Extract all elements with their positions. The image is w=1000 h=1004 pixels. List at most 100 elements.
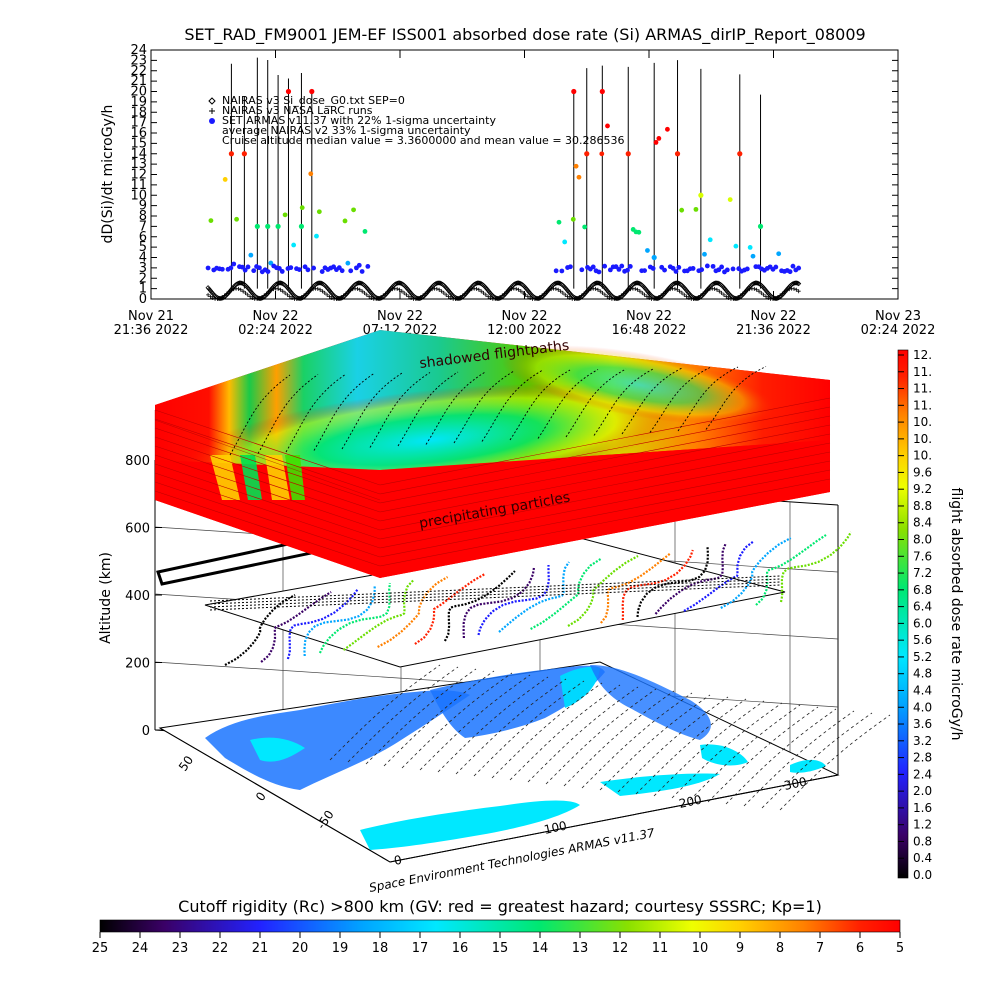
model-plus [301, 293, 306, 298]
armas-point [348, 268, 354, 274]
armas-spike-point [298, 223, 305, 229]
armas-point [302, 264, 308, 270]
model-plus [644, 294, 649, 299]
armas-point [282, 212, 288, 218]
armas-point [339, 268, 345, 274]
cutoff-colorbar-tick-label: 17 [412, 941, 429, 956]
colorbar-tick-label: 2.8 [913, 751, 932, 765]
model-plus [647, 296, 652, 301]
armas-point [288, 265, 294, 271]
model-plus [385, 289, 390, 294]
model-plus [434, 286, 439, 291]
y-tick-label: 23 [130, 53, 147, 68]
model-plus [668, 287, 673, 292]
armas-point [351, 207, 356, 213]
model-plus [474, 286, 479, 291]
armas-point [645, 248, 650, 253]
slab-edge-line [379, 397, 831, 486]
slab-edge-lines [154, 397, 831, 567]
model-plus [416, 296, 421, 301]
model-plus [208, 294, 213, 299]
y-tick-label: 2 [139, 271, 147, 286]
model-plus [486, 294, 491, 299]
flightpath-track [755, 534, 827, 606]
model-plus [320, 289, 325, 294]
model-plus [325, 292, 330, 297]
model-plus [441, 290, 446, 295]
armas-point [790, 263, 796, 269]
ground-track [455, 678, 567, 775]
ground-track [347, 666, 459, 763]
colorbar-tick-label: 4.8 [913, 667, 932, 681]
flightpath-track [720, 537, 792, 609]
model-plus [738, 293, 743, 298]
colorbar-tick-label: 8.8 [913, 499, 932, 513]
armas-point [627, 263, 633, 269]
y-tick-label: 3 [139, 261, 147, 276]
cutoff-colorbar-tick-label: 18 [372, 941, 389, 956]
armas-point [650, 266, 656, 271]
model-plus [427, 288, 432, 293]
model-plus [264, 291, 269, 296]
model-plus [257, 296, 262, 301]
model-plus [395, 286, 400, 291]
model-plus [455, 296, 460, 301]
armas-point [776, 251, 782, 257]
armas-point [345, 260, 351, 266]
model-plus [448, 296, 453, 301]
model-plus [406, 294, 411, 299]
model-plus [327, 294, 332, 299]
armas-point [719, 264, 725, 270]
ground-flight-tracks [329, 664, 891, 811]
x-tick-label-date: Nov 22 [501, 309, 547, 324]
slab-edge-line [379, 469, 831, 558]
flightpath-track [414, 573, 486, 645]
model-plus [707, 287, 712, 292]
model-plus [563, 292, 568, 297]
model-plus [780, 291, 785, 296]
colorbar-tick-label: 11. [913, 382, 932, 396]
model-plus [271, 287, 276, 292]
colorbar-label: flight absorbed dose rate microGy/h [948, 488, 964, 741]
model-plus [236, 286, 241, 291]
altitude-tick-label: 0 [142, 724, 150, 739]
shadowed-track [425, 371, 487, 445]
model-plus [343, 291, 348, 296]
x-tick-label-time: 21:36 2022 [736, 323, 811, 338]
model-plus [614, 296, 619, 301]
armas-point [599, 151, 605, 157]
armas-spike-point [254, 223, 260, 229]
model-plus [735, 295, 740, 300]
model-plus [602, 292, 607, 297]
model-plus [210, 296, 215, 301]
flightpath-track [567, 555, 639, 627]
model-plus [446, 294, 451, 299]
armas-point [305, 267, 311, 273]
armas-point [596, 269, 602, 275]
armas-point [727, 197, 733, 202]
cutoff-colorbar-tick-label: 22 [212, 941, 229, 956]
model-point [515, 280, 522, 286]
flightpath-track [477, 565, 550, 636]
model-plus [537, 295, 542, 300]
armas-point [690, 266, 696, 271]
shadowed-track [229, 374, 291, 456]
model-plus [712, 286, 717, 291]
model-plus [698, 293, 703, 298]
ground-track [437, 676, 549, 773]
armas-point [257, 265, 262, 271]
model-plus [677, 289, 682, 294]
model-plus [672, 286, 677, 291]
model-plus [476, 287, 481, 292]
model-plus [544, 289, 549, 294]
armas-spike-point [241, 151, 247, 157]
model-plus [348, 288, 353, 293]
slab-edge-line [154, 463, 381, 540]
model-plus [497, 295, 502, 300]
colorbar-tick-label: 0.8 [913, 834, 932, 848]
model-plus [278, 287, 283, 292]
shadowed-track [593, 368, 655, 436]
model-plus [593, 286, 598, 291]
model-plus [747, 287, 752, 292]
model-plus [773, 296, 778, 301]
